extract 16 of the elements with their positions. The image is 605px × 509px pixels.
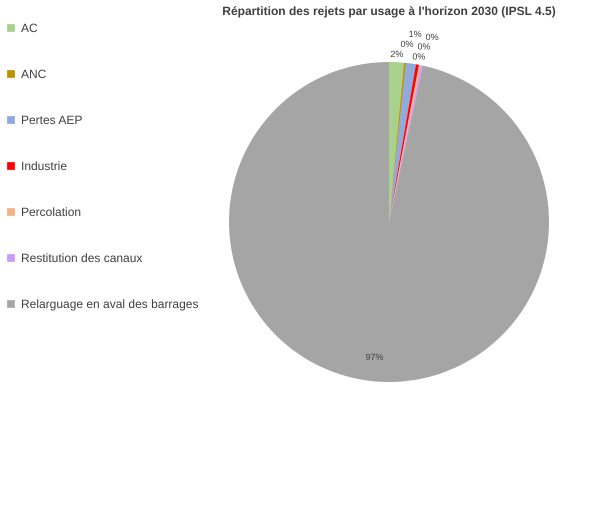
legend-label: ANC [21, 67, 47, 81]
legend-label: Relarguage en aval des barrages [21, 297, 198, 311]
chart-title: Répartition des rejets par usage à l'horizon 2030 (IPSL 4.5) [222, 4, 556, 18]
pie-slice [229, 62, 549, 382]
legend-label: Percolation [21, 205, 82, 219]
legend-label: Restitution des canaux [21, 251, 142, 265]
data-label: 0% [412, 52, 426, 62]
data-label: 2% [390, 49, 404, 60]
legend-label: AC [21, 21, 38, 35]
data-label: 0% [426, 32, 439, 42]
data-label: 0% [400, 38, 414, 49]
legend-label: Pertes AEP [21, 113, 82, 127]
data-label: 1% [408, 28, 422, 39]
legend-label: Industrie [21, 159, 68, 173]
data-label: 97% [365, 352, 384, 362]
data-label: 0% [417, 41, 430, 52]
